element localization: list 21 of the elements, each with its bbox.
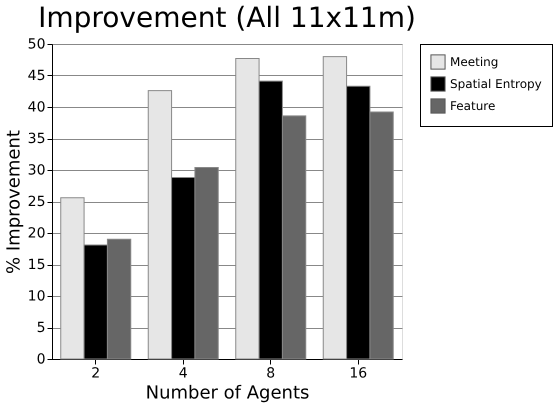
y-tick-label: 50 <box>28 36 46 52</box>
y-tick-label: 15 <box>28 257 46 273</box>
x-tick-label: 2 <box>91 366 100 382</box>
y-tick-label: 45 <box>28 68 46 84</box>
chart-title: Improvement (All 11x11m) <box>38 1 416 34</box>
y-tick-label: 20 <box>28 226 46 242</box>
legend-label: Meeting <box>450 55 498 69</box>
y-axis-title: % Improvement <box>4 130 25 274</box>
legend-label: Feature <box>450 99 496 113</box>
y-tick-label: 5 <box>36 320 46 336</box>
y-tick-label: 35 <box>28 131 46 147</box>
x-tick-label: 4 <box>178 366 188 382</box>
y-tick-label: 30 <box>28 162 46 178</box>
x-tick-label: 16 <box>349 366 368 382</box>
x-axis-title: Number of Agents <box>146 382 310 404</box>
x-tick-label: 8 <box>266 366 276 382</box>
y-tick-label: 40 <box>28 100 46 116</box>
y-tick-label: 10 <box>28 288 46 304</box>
y-tick-label: 0 <box>36 352 46 368</box>
legend-label: Spatial Entropy <box>450 77 542 91</box>
y-tick-label: 25 <box>28 194 46 210</box>
